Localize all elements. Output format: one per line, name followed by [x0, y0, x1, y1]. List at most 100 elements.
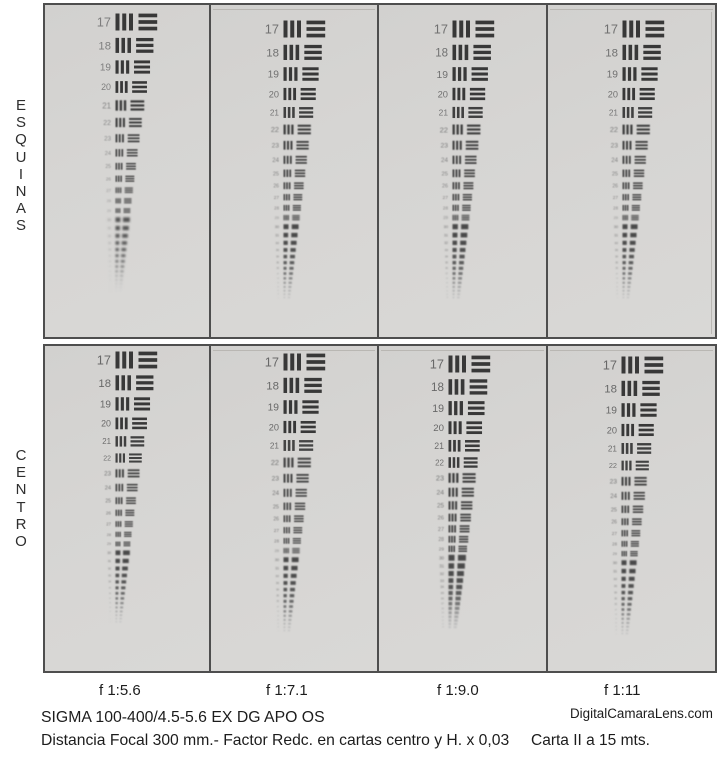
svg-text:26: 26	[437, 516, 444, 522]
svg-text:43: 43	[278, 630, 280, 632]
svg-text:20: 20	[269, 422, 279, 432]
svg-text:21: 21	[608, 444, 618, 453]
svg-text:37: 37	[109, 598, 111, 600]
svg-text:33: 33	[276, 248, 280, 252]
svg-text:38: 38	[277, 611, 279, 613]
svg-text:38: 38	[446, 278, 449, 280]
svg-text:43: 43	[110, 290, 112, 292]
svg-text:19: 19	[268, 70, 280, 81]
svg-text:24: 24	[436, 490, 444, 497]
svg-text:32: 32	[108, 566, 111, 570]
svg-text:40: 40	[615, 622, 617, 624]
svg-text:38: 38	[616, 278, 618, 280]
svg-text:29: 29	[275, 548, 280, 553]
svg-text:32: 32	[276, 241, 280, 245]
svg-text:17: 17	[604, 22, 618, 37]
svg-text:20: 20	[269, 89, 279, 99]
svg-text:33: 33	[276, 581, 280, 585]
svg-text:19: 19	[268, 403, 280, 414]
svg-text:18: 18	[604, 384, 617, 396]
svg-text:18: 18	[435, 48, 448, 60]
svg-text:31: 31	[275, 566, 279, 570]
svg-text:41: 41	[615, 626, 617, 628]
svg-text:37: 37	[441, 602, 444, 606]
svg-text:18: 18	[431, 381, 444, 394]
svg-text:34: 34	[109, 249, 112, 251]
svg-text:23: 23	[104, 136, 111, 143]
svg-text:34: 34	[445, 255, 449, 259]
svg-text:23: 23	[611, 143, 619, 150]
svg-text:30: 30	[614, 225, 618, 229]
svg-text:29: 29	[613, 551, 618, 556]
svg-text:37: 37	[616, 273, 619, 275]
svg-text:38: 38	[441, 607, 444, 610]
svg-text:35: 35	[445, 261, 448, 265]
svg-text:39: 39	[441, 613, 444, 615]
svg-text:18: 18	[266, 381, 279, 393]
svg-text:22: 22	[271, 458, 279, 467]
svg-text:34: 34	[615, 255, 618, 259]
svg-text:23: 23	[272, 476, 280, 483]
svg-text:42: 42	[110, 287, 112, 289]
svg-text:17: 17	[434, 22, 448, 37]
svg-text:24: 24	[441, 157, 448, 164]
svg-text:42: 42	[110, 618, 112, 620]
svg-text:20: 20	[607, 425, 617, 435]
svg-text:43: 43	[616, 633, 618, 635]
svg-text:25: 25	[105, 499, 111, 505]
svg-text:25: 25	[273, 171, 279, 177]
svg-text:42: 42	[617, 294, 619, 296]
svg-text:39: 39	[109, 275, 111, 277]
svg-text:25: 25	[273, 504, 279, 510]
svg-text:39: 39	[277, 282, 279, 284]
svg-text:35: 35	[109, 255, 112, 257]
svg-text:41: 41	[110, 283, 112, 285]
svg-text:33: 33	[615, 248, 619, 252]
svg-text:33: 33	[108, 242, 111, 245]
svg-text:22: 22	[103, 456, 111, 463]
svg-text:27: 27	[274, 528, 280, 533]
svg-text:39: 39	[277, 615, 279, 617]
svg-text:28: 28	[612, 541, 617, 546]
svg-text:33: 33	[445, 248, 449, 252]
svg-text:40: 40	[277, 619, 279, 621]
svg-text:28: 28	[443, 205, 449, 210]
svg-text:41: 41	[616, 290, 618, 292]
svg-text:31: 31	[108, 226, 112, 230]
svg-text:18: 18	[98, 378, 111, 390]
svg-text:17: 17	[97, 353, 111, 368]
svg-text:39: 39	[616, 282, 618, 284]
svg-text:35: 35	[109, 588, 112, 590]
svg-text:37: 37	[615, 609, 618, 611]
svg-text:22: 22	[435, 458, 444, 467]
svg-text:41: 41	[277, 290, 279, 292]
svg-text:35: 35	[614, 598, 617, 601]
svg-text:37: 37	[277, 606, 280, 608]
svg-text:17: 17	[265, 22, 279, 37]
svg-text:27: 27	[613, 195, 619, 200]
svg-text:39: 39	[615, 618, 617, 620]
svg-text:20: 20	[433, 423, 444, 434]
svg-text:40: 40	[446, 287, 448, 289]
svg-text:36: 36	[615, 604, 618, 606]
svg-text:43: 43	[617, 297, 619, 299]
svg-text:33: 33	[440, 579, 444, 583]
svg-text:30: 30	[107, 551, 111, 555]
svg-text:40: 40	[616, 286, 618, 288]
svg-text:17: 17	[265, 355, 279, 370]
svg-text:36: 36	[109, 261, 111, 263]
svg-text:28: 28	[613, 205, 618, 210]
svg-text:23: 23	[272, 143, 280, 150]
svg-text:28: 28	[274, 538, 279, 543]
svg-text:24: 24	[272, 491, 279, 497]
svg-text:24: 24	[611, 158, 618, 164]
svg-text:26: 26	[273, 517, 279, 523]
svg-text:32: 32	[444, 241, 448, 245]
svg-text:37: 37	[109, 266, 111, 268]
svg-text:21: 21	[102, 437, 111, 446]
svg-text:40: 40	[110, 279, 112, 281]
svg-text:34: 34	[276, 255, 279, 259]
svg-text:23: 23	[436, 474, 444, 483]
svg-text:36: 36	[277, 601, 280, 603]
svg-text:32: 32	[108, 234, 111, 238]
